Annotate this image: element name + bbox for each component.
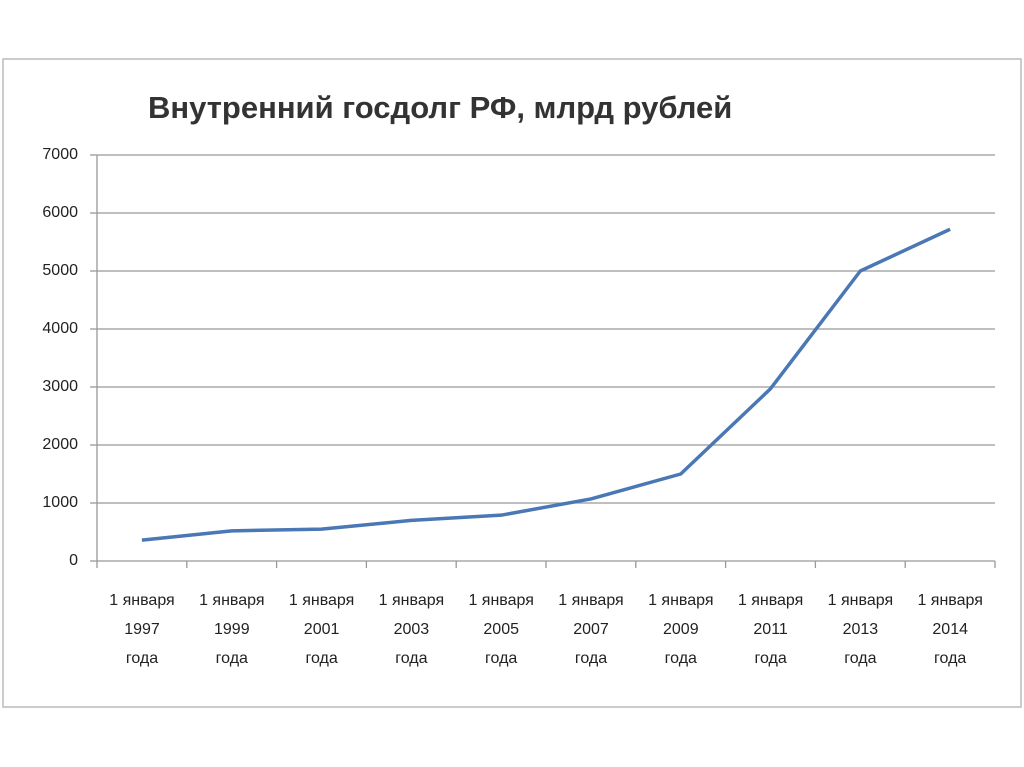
- x-tick-label: 1 января 2013 года: [827, 592, 894, 667]
- x-tick-label: 1 января 1999 года: [199, 592, 265, 667]
- x-tick-label: 1 января 1997 года: [109, 592, 175, 667]
- y-tick-label: 4000: [42, 320, 78, 337]
- x-tick-label: 1 января 2003 года: [378, 592, 445, 667]
- chart-title: Внутренний госдолг РФ, млрд рублей: [148, 90, 732, 125]
- y-tick-label: 0: [69, 552, 78, 569]
- x-tick-label: 1 января 2005 года: [468, 592, 534, 667]
- y-tick-label: 1000: [42, 494, 78, 511]
- y-tick-label: 6000: [42, 204, 78, 221]
- y-tick-label: 5000: [42, 262, 78, 279]
- data-line: [141, 227, 951, 542]
- y-tick-label: 3000: [42, 378, 78, 395]
- y-tick-label: 2000: [42, 436, 78, 453]
- x-tick-label: 1 января 2001 года: [288, 592, 355, 667]
- x-tick-label: 1 января 2014 года: [917, 592, 983, 667]
- x-tick-label: 1 января 2011 года: [737, 592, 804, 667]
- chart-frame: [2, 58, 1022, 708]
- y-tick-label: 7000: [42, 146, 78, 163]
- x-tick-label: 1 января 2009 года: [648, 592, 714, 667]
- x-tick-label: 1 января 2007 года: [558, 592, 624, 667]
